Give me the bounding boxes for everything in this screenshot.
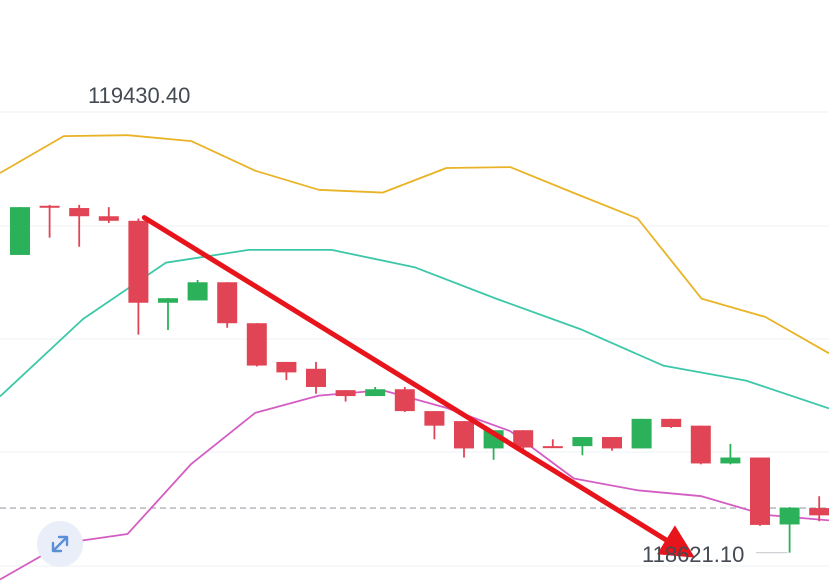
candle-6 xyxy=(187,279,208,301)
candle-13 xyxy=(394,386,415,413)
candle-body xyxy=(365,389,386,397)
candle-body xyxy=(779,507,800,525)
candle-0 xyxy=(10,207,30,255)
candle-15 xyxy=(454,421,474,458)
candle-body xyxy=(98,216,119,221)
candle-body xyxy=(187,282,208,301)
candle-7 xyxy=(217,282,238,328)
candle-body xyxy=(631,418,652,449)
candle-body xyxy=(513,430,534,448)
candle-body xyxy=(690,425,711,464)
candle-body xyxy=(454,421,474,449)
candle-body xyxy=(39,205,60,208)
candle-23 xyxy=(690,425,711,465)
candle-body xyxy=(424,411,445,426)
candle-1 xyxy=(39,204,60,238)
candle-21 xyxy=(631,418,652,449)
candle-4 xyxy=(128,218,149,335)
candle-body xyxy=(750,457,770,525)
candle-body xyxy=(394,389,415,412)
expand-arrows-icon xyxy=(51,535,69,553)
candle-body xyxy=(10,207,30,255)
candle-26 xyxy=(779,507,800,553)
candle-14 xyxy=(424,411,445,440)
candle-body xyxy=(69,208,90,217)
candle-27 xyxy=(809,496,829,522)
candles xyxy=(10,204,829,553)
candle-20 xyxy=(602,437,622,451)
candle-19 xyxy=(572,437,593,456)
candle-body xyxy=(661,418,682,428)
candle-11 xyxy=(335,390,356,402)
candle-2 xyxy=(69,204,90,247)
candle-24 xyxy=(720,443,741,465)
candle-body xyxy=(542,446,563,449)
candle-body xyxy=(809,508,829,516)
expand-button[interactable] xyxy=(37,521,83,567)
candle-body xyxy=(128,220,149,303)
candle-body xyxy=(720,457,741,464)
candle-body xyxy=(602,437,622,449)
low-price-label: 118621.10 xyxy=(642,542,744,567)
candle-body xyxy=(335,390,356,397)
candle-body xyxy=(217,282,238,324)
candle-18 xyxy=(542,439,563,449)
candle-5 xyxy=(158,298,178,331)
candle-3 xyxy=(98,207,119,224)
trend-arrow xyxy=(141,215,695,558)
trend-arrow-head xyxy=(657,525,695,558)
candle-10 xyxy=(306,361,326,394)
candle-22 xyxy=(661,418,682,428)
candle-body xyxy=(306,368,326,387)
bollinger-bands xyxy=(0,134,829,581)
candle-body xyxy=(158,298,178,303)
high-price-label: 119430.40 xyxy=(88,83,190,108)
candle-9 xyxy=(276,361,297,381)
upper-band-line xyxy=(0,134,829,355)
trend-arrow-shaft xyxy=(141,215,669,543)
candle-body xyxy=(246,323,267,366)
candle-body xyxy=(276,361,297,373)
candle-body xyxy=(572,437,593,447)
candle-25 xyxy=(750,457,770,526)
candle-8 xyxy=(246,323,267,367)
candle-12 xyxy=(365,386,386,397)
